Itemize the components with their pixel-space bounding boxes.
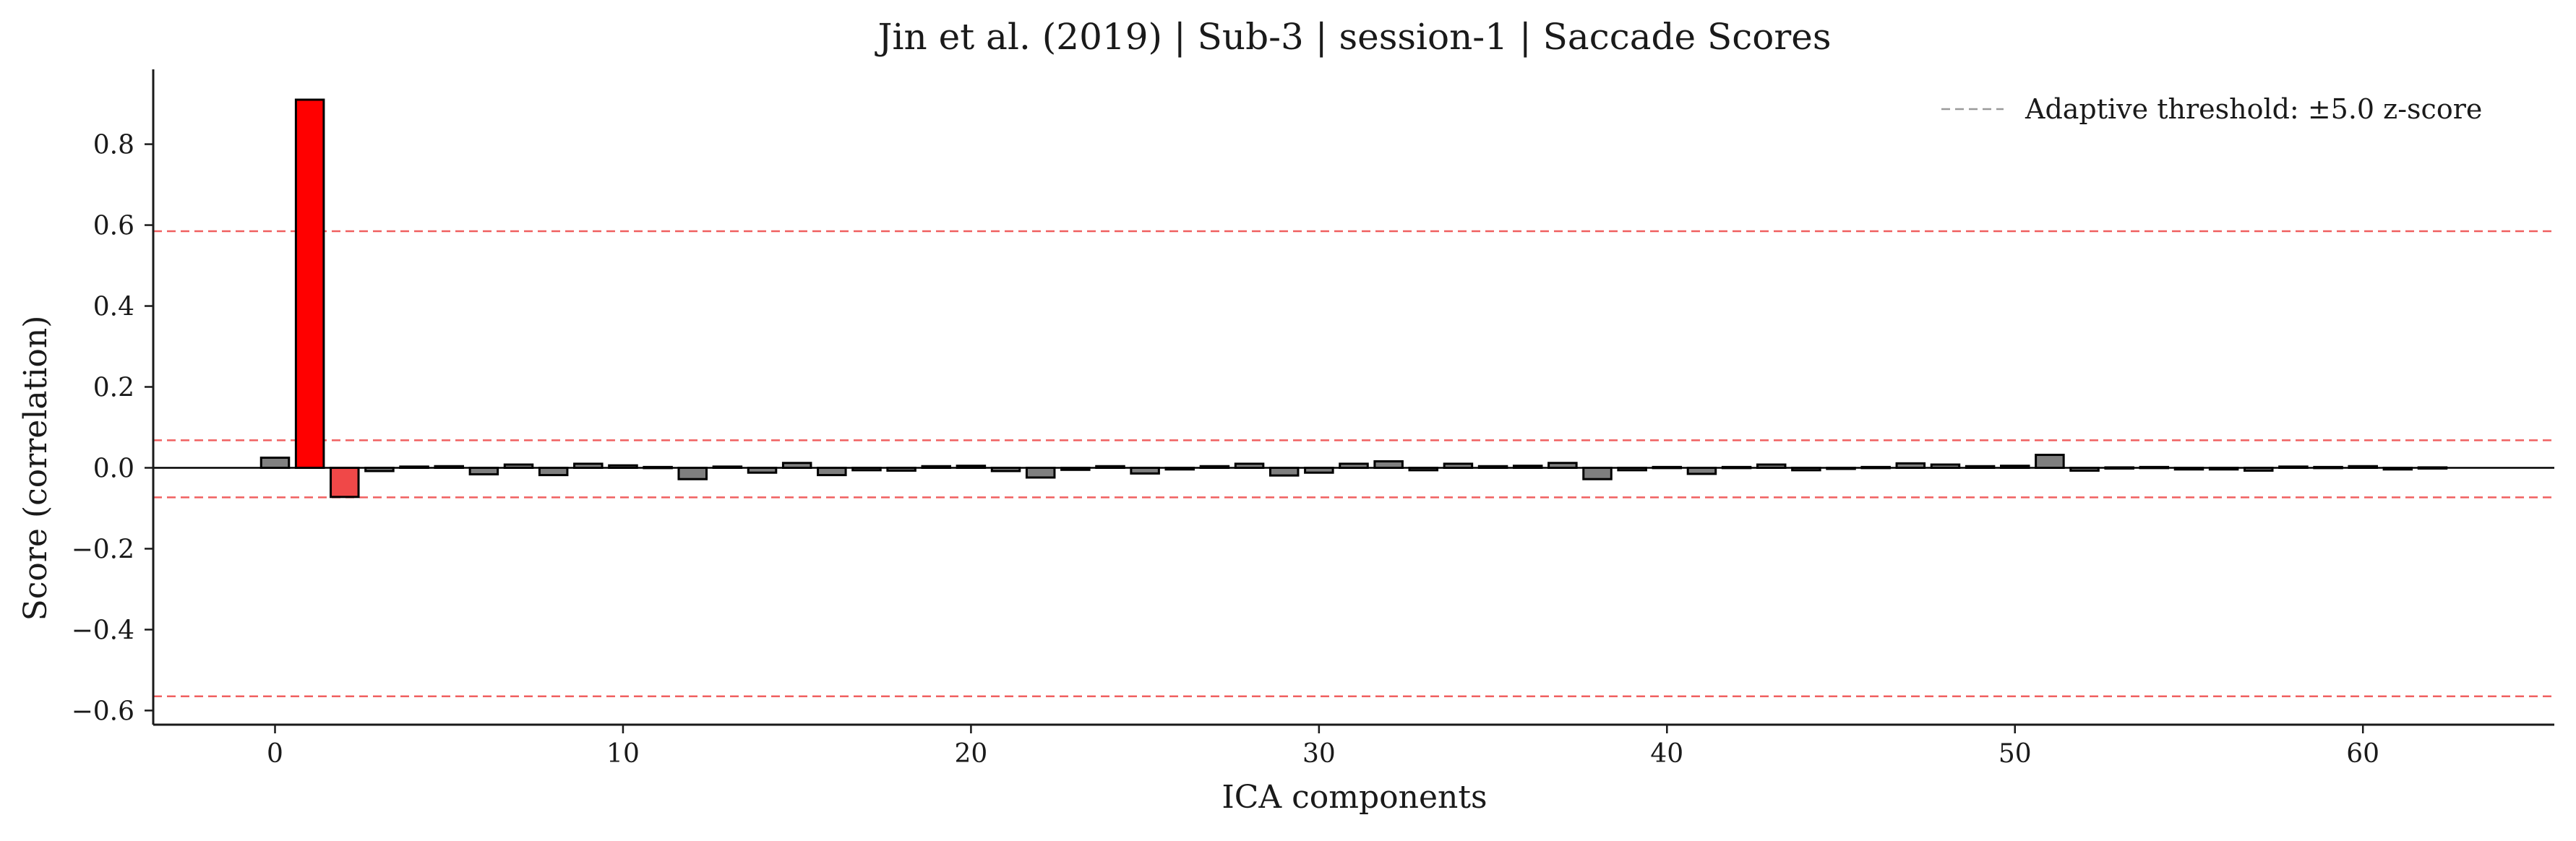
bar-component-1 <box>294 98 325 469</box>
x-tick-label-10: 10 <box>606 739 640 769</box>
y-tick-label-5: 0.4 <box>93 293 134 322</box>
y-tick-label-4: 0.2 <box>93 374 134 403</box>
bar-component-12 <box>677 466 708 480</box>
bar-component-51 <box>2035 454 2065 469</box>
x-tick-label-50: 50 <box>1998 739 2032 769</box>
y-tick-label-2: −0.2 <box>72 535 134 564</box>
bar-component-16 <box>817 466 847 477</box>
bar-component-38 <box>1582 466 1613 480</box>
bar-component-6 <box>468 466 499 475</box>
threshold-lines <box>153 230 2554 698</box>
x-tick-label-60: 60 <box>2346 739 2379 769</box>
y-tick-label-0: −0.6 <box>72 696 134 726</box>
y-tick-label-1: −0.4 <box>72 616 134 645</box>
x-tick-label-0: 0 <box>267 739 283 769</box>
axes: 0 10 20 30 40 50 60 −0.6 −0.4 −0.2 0.0 0.2 0.4 0.6 0.8 <box>72 69 2554 769</box>
bar-component-2 <box>330 466 360 499</box>
bar-component-32 <box>1373 460 1404 469</box>
bar-component-29 <box>1268 466 1300 477</box>
y-tick-label-6: 0.6 <box>93 212 134 241</box>
y-axis-label: Score (correlation) <box>17 316 54 621</box>
x-tick-label-30: 30 <box>1302 739 1336 769</box>
legend: Adaptive threshold: ±5.0 z-score <box>1941 93 2482 125</box>
x-axis-label: ICA components <box>1222 779 1487 816</box>
legend-threshold-label: Adaptive threshold: ±5.0 z-score <box>2025 93 2482 125</box>
bar-component-8 <box>538 466 569 477</box>
bar-component-0 <box>259 456 291 469</box>
bars <box>259 98 2448 499</box>
y-tick-label-3: 0.0 <box>93 454 134 483</box>
y-tick-label-7: 0.8 <box>93 131 134 160</box>
x-tick-label-20: 20 <box>954 739 987 769</box>
bar-component-22 <box>1025 466 1056 479</box>
x-tick-label-40: 40 <box>1650 739 1683 769</box>
chart-title: Jin et al. (2019) | Sub-3 | session-1 | … <box>874 16 1831 58</box>
bar-component-41 <box>1686 466 1717 475</box>
